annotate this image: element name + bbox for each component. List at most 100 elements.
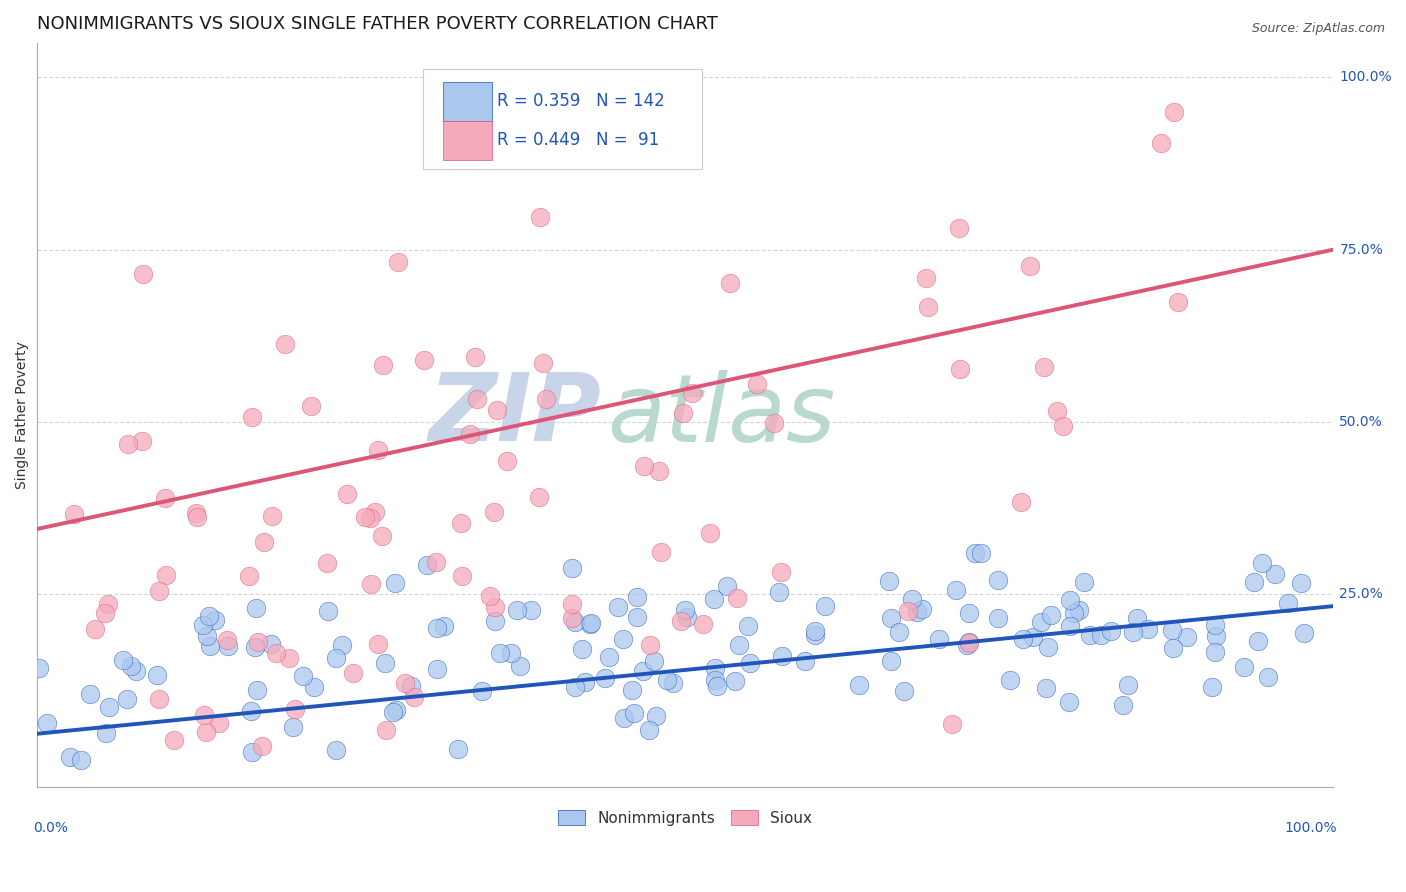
Point bbox=[1246, 634, 1268, 648]
Point bbox=[574, 674, 596, 689]
Point bbox=[564, 615, 586, 630]
Point bbox=[450, 516, 472, 530]
Point bbox=[413, 352, 436, 367]
Point bbox=[621, 682, 644, 697]
Point bbox=[394, 675, 416, 690]
Point bbox=[450, 569, 472, 583]
Point bbox=[633, 664, 655, 678]
Point bbox=[662, 676, 685, 690]
Point bbox=[484, 600, 506, 615]
Point bbox=[877, 574, 900, 589]
Point bbox=[1243, 574, 1265, 589]
Point bbox=[626, 610, 648, 624]
Point bbox=[725, 591, 748, 605]
Point bbox=[626, 590, 648, 604]
Point bbox=[613, 711, 636, 725]
Point bbox=[579, 616, 602, 631]
Point bbox=[1112, 698, 1135, 712]
Point bbox=[458, 427, 481, 442]
Point bbox=[375, 723, 398, 737]
Point bbox=[278, 651, 301, 665]
Point bbox=[1031, 615, 1053, 629]
Point bbox=[669, 614, 692, 628]
Point bbox=[606, 599, 628, 614]
Point bbox=[1289, 575, 1312, 590]
Point bbox=[217, 640, 239, 654]
Point bbox=[1090, 628, 1112, 642]
Text: 50.0%: 50.0% bbox=[1340, 415, 1384, 429]
Point bbox=[643, 654, 665, 668]
Point bbox=[132, 267, 155, 281]
Point bbox=[1032, 359, 1054, 374]
Point bbox=[633, 459, 655, 474]
Point bbox=[928, 632, 950, 646]
FancyBboxPatch shape bbox=[443, 121, 492, 160]
Point bbox=[478, 589, 501, 603]
Point bbox=[93, 606, 115, 620]
Point bbox=[359, 511, 381, 525]
Point bbox=[1036, 640, 1059, 654]
Point bbox=[724, 673, 747, 688]
Point bbox=[1277, 596, 1299, 610]
Point bbox=[195, 724, 218, 739]
Point bbox=[111, 653, 134, 667]
Point bbox=[915, 271, 938, 285]
Point bbox=[484, 614, 506, 628]
Point bbox=[564, 681, 586, 695]
Point bbox=[316, 604, 339, 618]
Point bbox=[737, 618, 759, 632]
Text: ZIP: ZIP bbox=[427, 369, 600, 461]
Point bbox=[1057, 695, 1080, 709]
Point bbox=[246, 635, 269, 649]
Point bbox=[887, 625, 910, 640]
Point bbox=[848, 678, 870, 692]
Point bbox=[163, 733, 186, 747]
Point bbox=[1205, 629, 1227, 643]
Point bbox=[1257, 670, 1279, 684]
Point bbox=[426, 621, 449, 635]
Point bbox=[186, 510, 208, 524]
Point bbox=[1010, 495, 1032, 509]
Point bbox=[1150, 136, 1173, 150]
Point bbox=[681, 386, 703, 401]
Text: NONIMMIGRANTS VS SIOUX SINGLE FATHER POVERTY CORRELATION CHART: NONIMMIGRANTS VS SIOUX SINGLE FATHER POV… bbox=[38, 15, 718, 33]
Point bbox=[501, 646, 523, 660]
Point bbox=[1264, 566, 1286, 581]
Point bbox=[1067, 603, 1090, 617]
Point bbox=[155, 568, 177, 582]
Text: R = 0.359   N = 142: R = 0.359 N = 142 bbox=[498, 92, 665, 110]
Point bbox=[948, 221, 970, 235]
Point bbox=[1045, 404, 1067, 418]
Point bbox=[794, 654, 817, 668]
Text: R = 0.449   N =  91: R = 0.449 N = 91 bbox=[498, 131, 659, 149]
Point bbox=[1204, 645, 1226, 659]
Point bbox=[291, 669, 314, 683]
Point bbox=[125, 664, 148, 678]
Point bbox=[471, 684, 494, 698]
Point bbox=[531, 356, 554, 370]
Point bbox=[1059, 619, 1081, 633]
Point bbox=[699, 526, 721, 541]
Point bbox=[146, 668, 169, 682]
Point bbox=[482, 505, 505, 519]
Point bbox=[1204, 617, 1226, 632]
Point bbox=[957, 635, 980, 649]
Point bbox=[1080, 627, 1102, 641]
Point bbox=[814, 599, 837, 614]
Point bbox=[148, 584, 170, 599]
Point bbox=[330, 638, 353, 652]
Point bbox=[770, 649, 793, 664]
Point bbox=[534, 392, 557, 407]
Point bbox=[98, 699, 121, 714]
Point bbox=[703, 591, 725, 606]
Point bbox=[447, 741, 470, 756]
Point bbox=[706, 679, 728, 693]
Point bbox=[893, 683, 915, 698]
Point bbox=[998, 673, 1021, 687]
Point bbox=[595, 672, 617, 686]
Point bbox=[1035, 681, 1057, 696]
Point bbox=[1039, 607, 1062, 622]
Point bbox=[1163, 104, 1185, 119]
Point bbox=[957, 606, 980, 620]
Point bbox=[1294, 626, 1316, 640]
